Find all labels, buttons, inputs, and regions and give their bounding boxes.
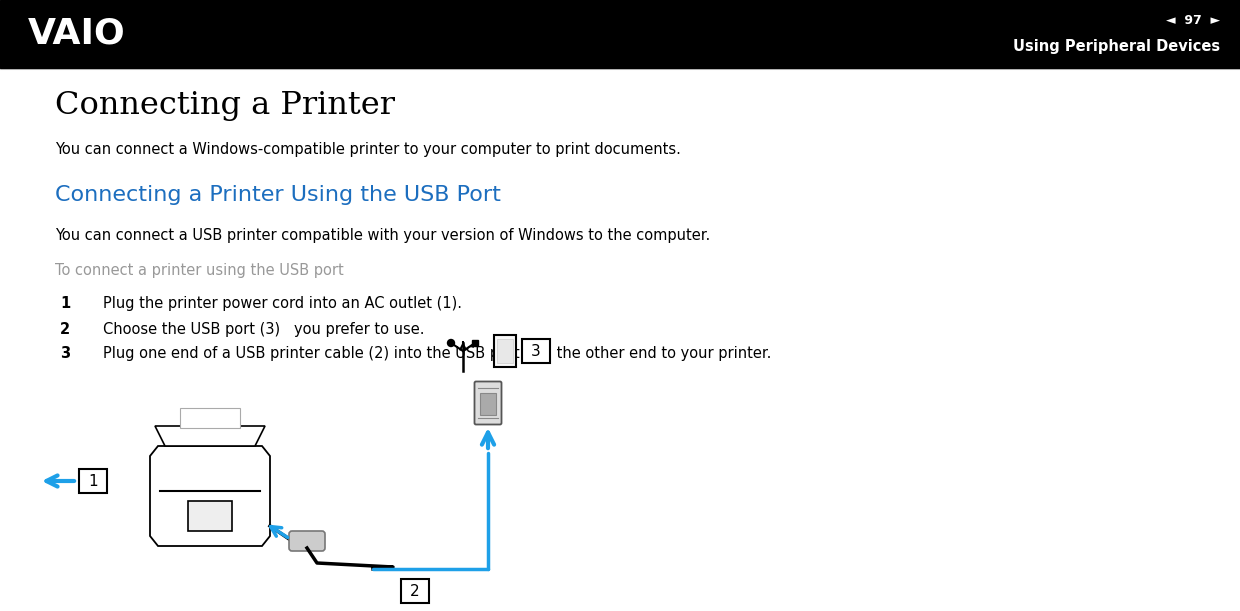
Text: 2: 2 — [410, 584, 420, 599]
Text: ◄  97  ►: ◄ 97 ► — [1166, 14, 1220, 27]
Text: Connecting a Printer Using the USB Port: Connecting a Printer Using the USB Port — [55, 185, 501, 205]
Text: 3: 3 — [60, 346, 71, 361]
Text: To connect a printer using the USB port: To connect a printer using the USB port — [55, 263, 343, 278]
Bar — [472, 340, 477, 346]
Text: You can connect a Windows-compatible printer to your computer to print documents: You can connect a Windows-compatible pri… — [55, 142, 681, 157]
Bar — [494, 335, 516, 367]
Text: VAIO: VAIO — [29, 17, 125, 51]
Text: 2: 2 — [60, 322, 71, 337]
Text: Using Peripheral Devices: Using Peripheral Devices — [1013, 38, 1220, 54]
Text: 1: 1 — [60, 296, 71, 311]
FancyBboxPatch shape — [475, 381, 501, 425]
FancyBboxPatch shape — [401, 579, 429, 603]
Bar — [497, 339, 513, 363]
Bar — [0, 0, 1240, 68]
FancyBboxPatch shape — [289, 531, 325, 551]
Polygon shape — [150, 446, 270, 546]
FancyBboxPatch shape — [79, 469, 107, 493]
FancyBboxPatch shape — [522, 339, 551, 363]
Text: You can connect a USB printer compatible with your version of Windows to the com: You can connect a USB printer compatible… — [55, 228, 711, 243]
Bar — [180, 408, 241, 428]
Text: Plug the printer power cord into an AC outlet (1).: Plug the printer power cord into an AC o… — [103, 296, 463, 311]
Circle shape — [448, 340, 455, 346]
Polygon shape — [155, 426, 265, 446]
Text: 3: 3 — [531, 343, 541, 359]
Text: Plug one end of a USB printer cable (2) into the USB port and the other end to y: Plug one end of a USB printer cable (2) … — [103, 346, 771, 361]
Text: Connecting a Printer: Connecting a Printer — [55, 90, 396, 121]
Bar — [188, 501, 232, 531]
Text: Choose the USB port (3)   you prefer to use.: Choose the USB port (3) you prefer to us… — [103, 322, 424, 337]
Text: 1: 1 — [88, 474, 98, 489]
Bar — [480, 393, 496, 415]
